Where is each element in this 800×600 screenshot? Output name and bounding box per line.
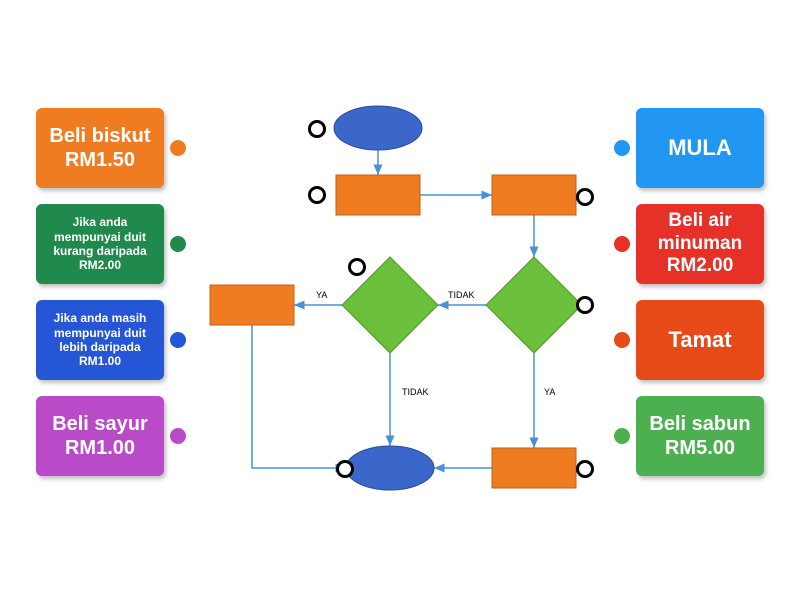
left-card-3-pin[interactable]: [170, 428, 186, 444]
flow-edge-6-label: TIDAK: [402, 387, 429, 397]
right-card-3-label: Beli sabun RM5.00: [640, 412, 760, 460]
right-card-0[interactable]: MULA: [636, 108, 764, 188]
right-card-1-label: Beli air minuman RM2.00: [640, 210, 760, 278]
right-card-3[interactable]: Beli sabun RM5.00: [636, 396, 764, 476]
left-card-0-label: Beli biskut RM1.50: [40, 124, 160, 172]
flow-node-d2: [486, 257, 582, 353]
left-card-3[interactable]: Beli sayur RM1.00: [36, 396, 164, 476]
flow-node-end: [346, 446, 434, 490]
left-card-2-pin[interactable]: [170, 332, 186, 348]
right-card-0-label: MULA: [668, 135, 732, 161]
drop-slot-5[interactable]: [576, 188, 594, 206]
flow-edge-5: [252, 325, 346, 468]
left-card-0[interactable]: Beli biskut RM1.50: [36, 108, 164, 188]
left-card-1[interactable]: Jika anda mempunyai duit kurang daripada…: [36, 204, 164, 284]
left-card-1-label: Jika anda mempunyai duit kurang daripada…: [40, 215, 160, 273]
flow-node-p3: [210, 285, 294, 325]
left-card-3-label: Beli sayur RM1.00: [40, 412, 160, 460]
left-card-2[interactable]: Jika anda masih mempunyai duit lebih dar…: [36, 300, 164, 380]
drop-slot-6[interactable]: [576, 460, 594, 478]
flow-node-p2: [492, 175, 576, 215]
left-card-0-pin[interactable]: [170, 140, 186, 156]
right-card-2-label: Tamat: [668, 327, 731, 353]
left-card-1-pin[interactable]: [170, 236, 186, 252]
right-card-1-pin[interactable]: [614, 236, 630, 252]
right-card-3-pin[interactable]: [614, 428, 630, 444]
flow-edge-3-label: TIDAK: [448, 290, 475, 300]
drop-slot-2[interactable]: [348, 258, 366, 276]
flow-node-start: [334, 106, 422, 150]
flow-edge-4-label: YA: [316, 290, 327, 300]
drop-slot-0[interactable]: [308, 120, 326, 138]
drop-slot-1[interactable]: [308, 186, 326, 204]
flow-node-p1: [336, 175, 420, 215]
flow-node-p4: [492, 448, 576, 488]
right-card-2[interactable]: Tamat: [636, 300, 764, 380]
left-card-2-label: Jika anda masih mempunyai duit lebih dar…: [40, 311, 160, 369]
drop-slot-4[interactable]: [336, 460, 354, 478]
flow-edge-7-label: YA: [544, 387, 555, 397]
right-card-0-pin[interactable]: [614, 140, 630, 156]
drop-slot-3[interactable]: [576, 296, 594, 314]
right-card-2-pin[interactable]: [614, 332, 630, 348]
right-card-1[interactable]: Beli air minuman RM2.00: [636, 204, 764, 284]
